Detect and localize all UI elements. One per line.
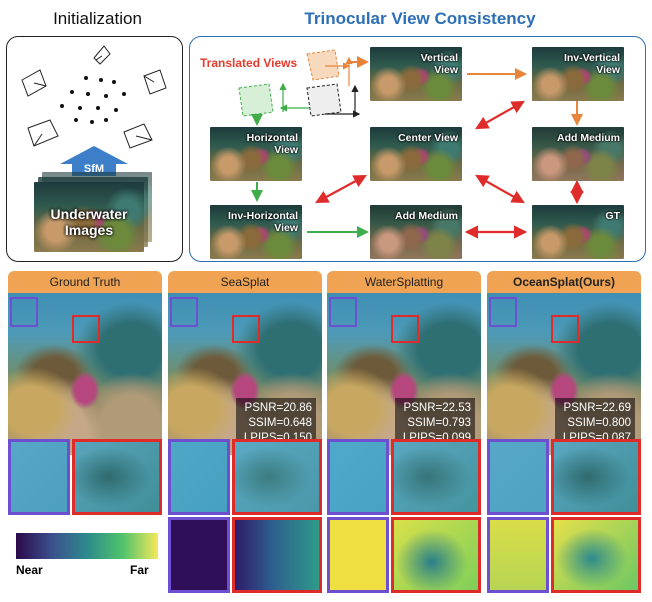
column-header: OceanSplat(Ours) [487,271,641,293]
camera-icon [143,69,167,95]
point-cloud [60,76,126,124]
vertical-view-label: Vertical View [420,52,458,76]
camera-icon [306,49,353,86]
crop-blue-rgb [487,439,549,515]
inv-horizontal-view-image [210,205,302,259]
column-header: WaterSplatting [327,271,481,293]
camera-icon [123,123,153,149]
crop-box-red [232,315,260,343]
add-medium-top-label: Add Medium [557,132,620,144]
column-oceansplat: OceanSplat(Ours) PSNR=22.69 SSIM=0.800 LPI… [487,271,641,593]
crop-blue-rgb [8,439,70,515]
inv-horizontal-view-label: Inv-Horizontal View [228,210,298,234]
depth-colorbar [16,533,158,559]
vertical-view-image [370,47,462,101]
crop-red-rgb [232,439,322,515]
initialization-title: Initialization [53,9,142,28]
inv-vertical-view-image [532,47,624,101]
add-medium-top-image [532,127,624,181]
colorbar-far-label: Far [130,563,149,577]
crop-blue-rgb [327,439,389,515]
translated-views-label: Translated Views [200,56,298,70]
crop-box-blue [329,297,357,327]
seasplat-image: PSNR=20.86 SSIM=0.648 LPIPS=0.150 [168,293,322,455]
trinocular-panel [189,36,646,262]
crop-blue-depth [327,517,389,593]
inv-vertical-view-label: Inv-Vertical View [563,52,620,76]
column-seasplat: SeaSplat PSNR=20.86 SSIM=0.648 LPIPS=0.150 [168,271,322,593]
initialization-panel [6,36,183,262]
column-header: SeaSplat [168,271,322,293]
crop-red-depth [232,517,322,593]
crop-box-red [551,315,579,343]
trinocular-title: Trinocular View Consistency [304,9,536,28]
crop-box-red [72,315,100,343]
crop-red-depth [391,517,481,593]
crop-red-rgb [391,439,481,515]
gt-image [532,205,624,259]
camera-icon [279,82,361,118]
sfm-camera-diagram: SfM [21,45,167,176]
colorbar-near-label: Near [16,563,43,577]
crop-box-blue [10,297,38,327]
crop-blue-rgb [168,439,230,515]
add-medium-bottom-image [370,205,462,259]
camera-icon [238,83,274,117]
camera-icon [93,45,111,65]
ground-truth-image [8,293,162,455]
add-medium-bottom-label: Add Medium [395,210,458,222]
horizontal-view-image [210,127,302,181]
center-view-image [370,127,462,181]
crop-red-depth [551,517,641,593]
column-header: Ground Truth [8,271,162,293]
crop-blue-depth [487,517,549,593]
crop-box-blue [489,297,517,327]
crop-blue-depth [168,517,230,593]
horizontal-view-label: Horizontal View [246,132,298,156]
underwater-image [34,182,144,252]
gt-label: GT [605,210,620,222]
crop-box-red [391,315,419,343]
oceansplat-image: PSNR=22.69 SSIM=0.800 LPIPS=0.087 [487,293,641,455]
crop-red-rgb [551,439,641,515]
watersplatting-image: PSNR=22.53 SSIM=0.793 LPIPS=0.099 [327,293,481,455]
center-view-label: Center View [398,132,458,144]
column-watersplatting: WaterSplatting PSNR=22.53 SSIM=0.793 LPIPS… [327,271,481,593]
crop-box-blue [170,297,198,327]
trinocular-arrows [238,49,584,239]
underwater-images-label: Underwater Images [50,206,128,238]
camera-icon [21,69,47,97]
crop-red-rgb [72,439,162,515]
camera-icon [27,119,59,147]
column-ground-truth: Ground Truth Near Far [8,271,162,577]
sfm-arrow-icon [60,146,128,176]
